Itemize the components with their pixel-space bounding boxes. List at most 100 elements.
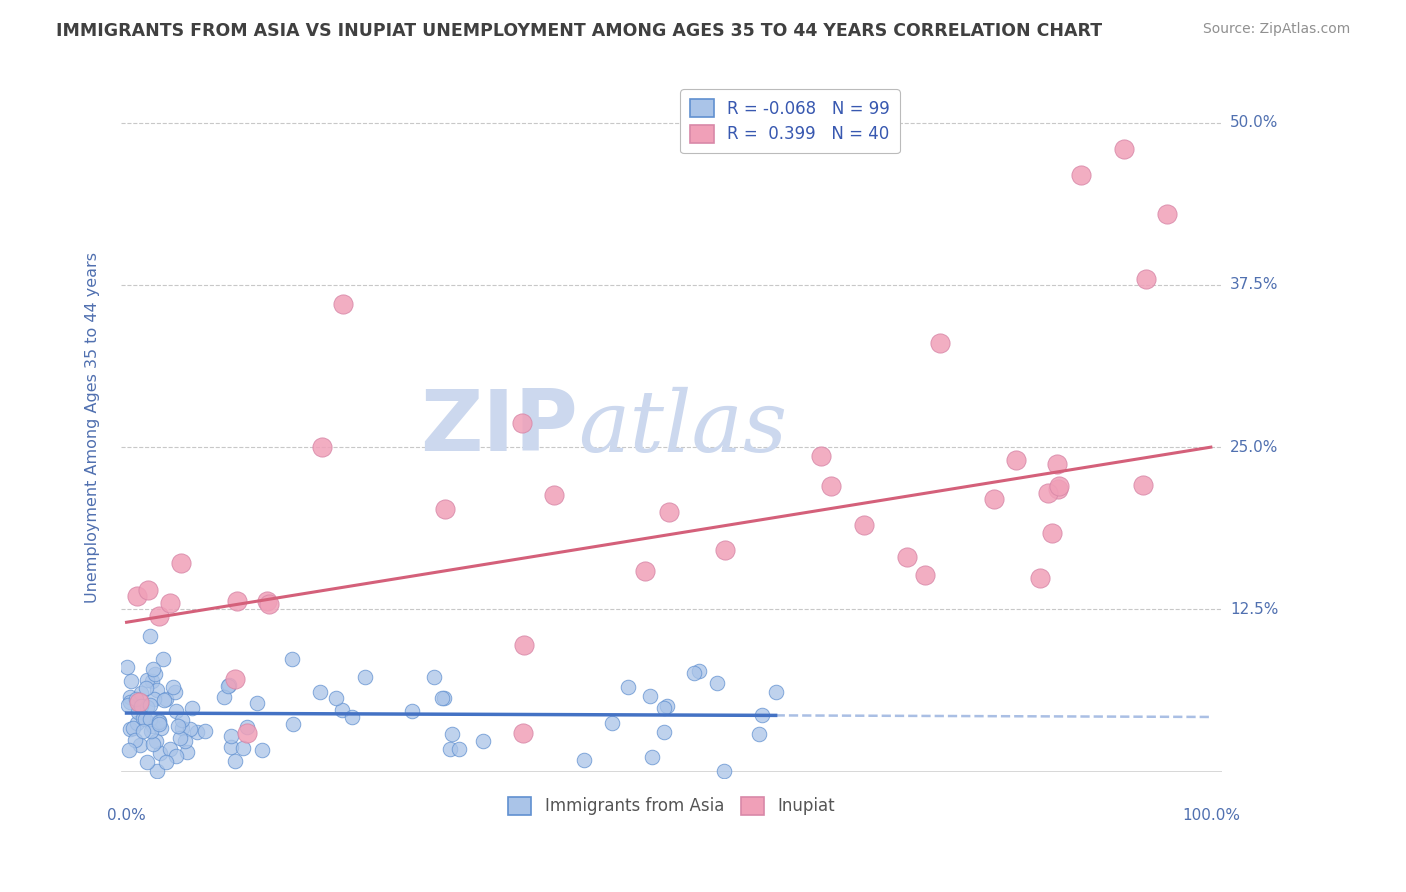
Point bbox=[224, 672, 246, 686]
Point bbox=[256, 593, 278, 607]
Point bbox=[129, 738, 152, 752]
Point bbox=[139, 629, 162, 643]
Point bbox=[235, 725, 257, 739]
Point bbox=[401, 704, 423, 718]
Point bbox=[543, 488, 565, 502]
Point bbox=[688, 664, 710, 678]
Point bbox=[751, 708, 773, 723]
Point bbox=[634, 564, 657, 578]
Point bbox=[167, 719, 190, 733]
Point bbox=[658, 505, 681, 519]
Point bbox=[423, 670, 446, 684]
Point bbox=[145, 764, 167, 779]
Point bbox=[714, 542, 737, 557]
Point bbox=[169, 731, 191, 746]
Point bbox=[155, 756, 177, 770]
Text: 37.5%: 37.5% bbox=[1230, 277, 1278, 293]
Text: ZIP: ZIP bbox=[420, 386, 578, 469]
Point bbox=[139, 723, 162, 738]
Point bbox=[138, 698, 160, 712]
Point bbox=[141, 674, 163, 689]
Point bbox=[281, 652, 304, 666]
Point bbox=[572, 753, 595, 767]
Text: 50.0%: 50.0% bbox=[1230, 115, 1278, 130]
Point bbox=[148, 608, 170, 623]
Point bbox=[1132, 477, 1154, 491]
Point bbox=[194, 723, 217, 738]
Point bbox=[430, 691, 453, 706]
Point bbox=[148, 714, 170, 728]
Point bbox=[325, 690, 347, 705]
Point bbox=[246, 696, 269, 710]
Point bbox=[217, 679, 239, 693]
Point bbox=[638, 689, 661, 703]
Point bbox=[683, 666, 706, 681]
Point bbox=[224, 754, 246, 768]
Point bbox=[652, 724, 675, 739]
Point bbox=[174, 733, 197, 747]
Point bbox=[181, 700, 204, 714]
Point bbox=[135, 681, 157, 696]
Point bbox=[165, 705, 187, 719]
Point bbox=[447, 741, 470, 756]
Point bbox=[129, 699, 152, 714]
Point bbox=[439, 741, 461, 756]
Point bbox=[914, 567, 936, 582]
Point bbox=[150, 721, 173, 735]
Point bbox=[170, 713, 193, 727]
Point bbox=[330, 703, 353, 717]
Point bbox=[176, 745, 198, 759]
Point bbox=[125, 692, 148, 706]
Point bbox=[218, 678, 240, 692]
Point bbox=[124, 732, 146, 747]
Point bbox=[128, 695, 150, 709]
Point bbox=[713, 764, 735, 779]
Point bbox=[441, 727, 464, 741]
Point bbox=[162, 680, 184, 694]
Point bbox=[1029, 571, 1052, 585]
Point bbox=[170, 556, 193, 570]
Point bbox=[810, 449, 832, 463]
Point bbox=[433, 690, 456, 705]
Point bbox=[1040, 525, 1063, 540]
Point bbox=[165, 749, 187, 764]
Point bbox=[765, 685, 787, 699]
Point bbox=[1038, 485, 1060, 500]
Point bbox=[219, 729, 242, 743]
Point bbox=[654, 700, 676, 714]
Point bbox=[1046, 458, 1069, 472]
Point bbox=[641, 749, 664, 764]
Point bbox=[142, 692, 165, 706]
Point bbox=[983, 491, 1005, 506]
Point bbox=[125, 716, 148, 731]
Point bbox=[152, 651, 174, 665]
Point bbox=[115, 659, 138, 673]
Point bbox=[179, 723, 201, 737]
Point bbox=[145, 734, 167, 748]
Point bbox=[433, 502, 456, 516]
Point bbox=[600, 715, 623, 730]
Point bbox=[142, 737, 165, 751]
Point bbox=[143, 667, 166, 681]
Point bbox=[1047, 479, 1070, 493]
Point bbox=[159, 596, 181, 610]
Point bbox=[510, 416, 533, 430]
Point bbox=[127, 705, 149, 719]
Point bbox=[896, 550, 918, 565]
Point bbox=[159, 742, 181, 756]
Point bbox=[121, 721, 143, 735]
Point bbox=[136, 582, 159, 597]
Point bbox=[117, 698, 139, 713]
Point bbox=[232, 741, 254, 756]
Point bbox=[236, 721, 259, 735]
Point bbox=[309, 685, 332, 699]
Point bbox=[225, 594, 247, 608]
Point bbox=[512, 638, 534, 652]
Legend: Immigrants from Asia, Inupiat: Immigrants from Asia, Inupiat bbox=[502, 790, 842, 822]
Text: 0.0%: 0.0% bbox=[107, 808, 146, 823]
Point bbox=[655, 699, 678, 714]
Point bbox=[512, 725, 534, 739]
Y-axis label: Unemployment Among Ages 35 to 44 years: Unemployment Among Ages 35 to 44 years bbox=[86, 252, 100, 603]
Point bbox=[471, 734, 494, 748]
Point bbox=[259, 597, 281, 611]
